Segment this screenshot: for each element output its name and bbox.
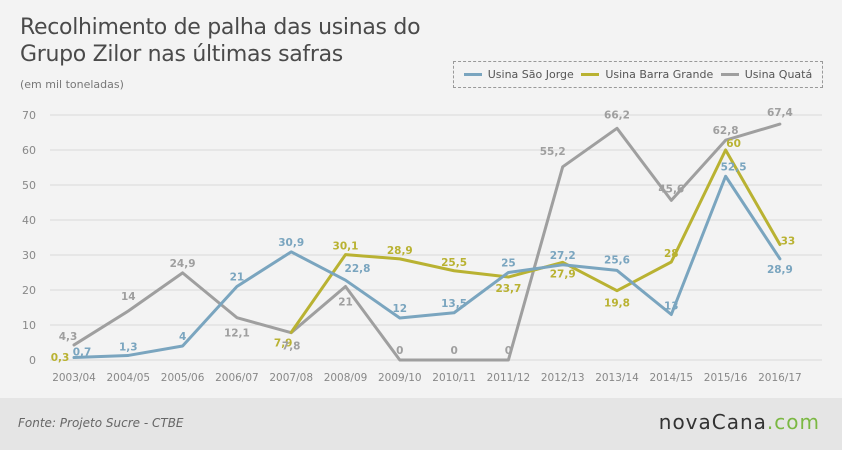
data-label: 30,9 bbox=[278, 237, 304, 249]
x-tick-label: 2011/12 bbox=[487, 372, 531, 384]
data-label: 0 bbox=[396, 345, 403, 357]
y-tick-label: 40 bbox=[22, 214, 36, 227]
x-tick-label: 2005/06 bbox=[161, 372, 205, 384]
x-tick-label: 2016/17 bbox=[758, 372, 802, 384]
data-label: 33 bbox=[781, 236, 796, 248]
data-label: 28,9 bbox=[387, 245, 413, 257]
brand-logo: novaCana.com bbox=[659, 410, 820, 434]
data-label: 7,8 bbox=[282, 341, 301, 353]
x-tick-label: 2013/14 bbox=[595, 372, 639, 384]
series-line bbox=[72, 174, 782, 360]
brand-name: novaCana bbox=[658, 410, 767, 434]
x-tick-label: 2012/13 bbox=[541, 372, 585, 384]
data-label: 67,4 bbox=[767, 107, 793, 119]
data-label: 24,9 bbox=[170, 258, 196, 270]
y-tick-label: 30 bbox=[22, 249, 36, 262]
data-label: 27,2 bbox=[550, 250, 576, 262]
x-tick-label: 2007/08 bbox=[269, 372, 313, 384]
data-label: 30,1 bbox=[333, 241, 359, 253]
data-label: 14 bbox=[121, 291, 136, 303]
data-label: 13 bbox=[664, 301, 679, 313]
x-tick-label: 2015/16 bbox=[704, 372, 748, 384]
title-line-2: Grupo Zilor nas últimas safras bbox=[20, 42, 343, 67]
data-label: 22,8 bbox=[345, 263, 371, 275]
chart-legend: Usina São Jorge Usina Barra Grande Usina… bbox=[453, 61, 823, 88]
data-label: 66,2 bbox=[604, 109, 630, 121]
y-tick-label: 10 bbox=[22, 319, 36, 332]
data-label: 55,2 bbox=[540, 146, 566, 158]
y-tick-label: 20 bbox=[22, 284, 36, 297]
data-label: 19,8 bbox=[604, 298, 630, 310]
x-tick-label: 2003/04 bbox=[52, 372, 96, 384]
data-label: 0 bbox=[505, 345, 512, 357]
chart-subtitle: (em mil toneladas) bbox=[20, 78, 124, 91]
data-label: 28 bbox=[664, 248, 679, 260]
data-label: 21 bbox=[338, 297, 353, 309]
legend-swatch-sao-jorge bbox=[463, 73, 482, 76]
legend-swatch-barra-grande bbox=[581, 73, 600, 76]
data-label: 62,8 bbox=[713, 125, 739, 137]
y-tick-label: 70 bbox=[22, 109, 36, 122]
data-label: 60 bbox=[726, 138, 741, 150]
data-label: 23,7 bbox=[495, 283, 521, 295]
legend-swatch-quata bbox=[720, 73, 739, 76]
data-label: 52,5 bbox=[721, 161, 747, 173]
data-label: 1,3 bbox=[119, 341, 138, 353]
data-label: 0 bbox=[450, 345, 457, 357]
data-label: 13,5 bbox=[441, 298, 467, 310]
source-note: Fonte: Projeto Sucre - CTBE bbox=[18, 416, 184, 430]
legend-label-barra-grande: Usina Barra Grande bbox=[605, 68, 714, 81]
data-label: 25,6 bbox=[604, 254, 630, 266]
data-label-extra: 0,3 bbox=[51, 352, 70, 364]
y-tick-label: 0 bbox=[29, 354, 36, 367]
legend-label-sao-jorge: Usina São Jorge bbox=[487, 68, 574, 81]
legend-label-quata: Usina Quatá bbox=[744, 68, 813, 81]
x-tick-label: 2006/07 bbox=[215, 372, 259, 384]
data-label: 4,3 bbox=[59, 331, 78, 343]
x-tick-label: 2004/05 bbox=[106, 372, 150, 384]
legend-item-barra-grande: Usina Barra Grande bbox=[581, 68, 713, 81]
data-label: 25,5 bbox=[441, 257, 467, 269]
data-label: 0,7 bbox=[73, 347, 92, 359]
data-label: 4 bbox=[179, 331, 186, 343]
data-label: 12 bbox=[392, 303, 407, 315]
y-tick-label: 50 bbox=[22, 179, 36, 192]
x-tick-label: 2008/09 bbox=[324, 372, 368, 384]
footer-bar: Fonte: Projeto Sucre - CTBE novaCana.com bbox=[0, 398, 842, 450]
chart-title: Recolhimento de palha das usinas do Grup… bbox=[20, 14, 421, 68]
data-label: 12,1 bbox=[224, 328, 250, 340]
series-line bbox=[289, 148, 782, 334]
x-tick-label: 2009/10 bbox=[378, 372, 422, 384]
legend-item-sao-jorge: Usina São Jorge bbox=[463, 68, 574, 81]
brand-tld: .com bbox=[766, 410, 820, 434]
x-tick-label: 2014/15 bbox=[649, 372, 693, 384]
data-label: 25 bbox=[501, 258, 516, 270]
title-line-1: Recolhimento de palha das usinas do bbox=[20, 15, 421, 40]
data-label: 45,6 bbox=[658, 183, 684, 195]
legend-item-quata: Usina Quatá bbox=[720, 68, 813, 81]
series-line bbox=[72, 122, 782, 362]
data-label: 7,9 bbox=[274, 337, 293, 349]
data-label: 28,9 bbox=[767, 264, 793, 276]
x-tick-label: 2010/11 bbox=[432, 372, 476, 384]
data-label: 27,9 bbox=[550, 268, 576, 280]
y-tick-label: 60 bbox=[22, 144, 36, 157]
data-label: 21 bbox=[230, 272, 245, 284]
